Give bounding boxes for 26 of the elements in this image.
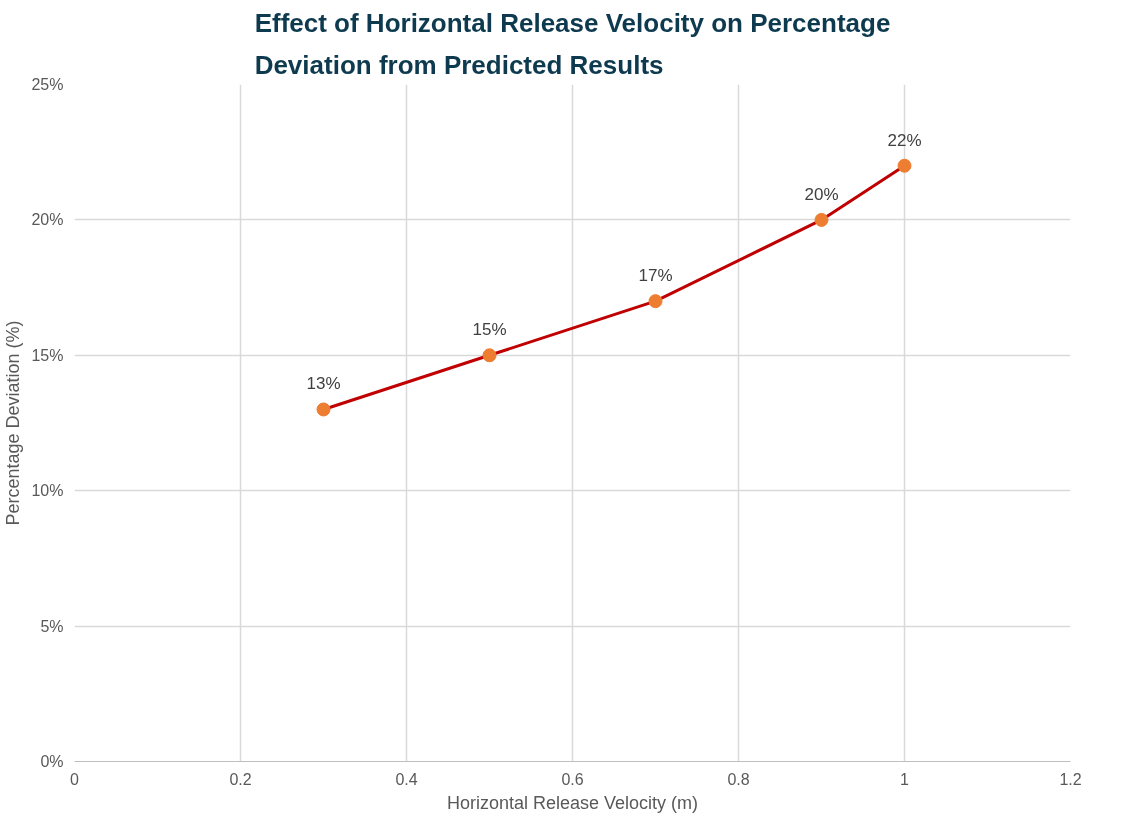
x-tick-label: 0.4: [395, 770, 418, 788]
data-label: 22%: [887, 130, 922, 150]
y-tick-label: 10%: [31, 482, 64, 500]
x-tick-label: 0.8: [727, 770, 750, 788]
point: [648, 294, 663, 309]
data-label: 20%: [804, 184, 839, 204]
y-tick-label: 20%: [31, 211, 64, 229]
data-label: 17%: [638, 266, 673, 286]
y-tick-label: 0%: [40, 753, 64, 770]
x-tick-label: 0.6: [561, 770, 584, 788]
y-axis-title: Percentage Deviation (%): [3, 320, 24, 526]
x-tick-label: 0: [70, 770, 80, 788]
point: [897, 158, 912, 173]
y-tick-label: 5%: [40, 617, 64, 635]
x-tick-label: 1.2: [1059, 770, 1082, 788]
x-axis-title: Horizontal Release Velocity (m): [446, 792, 699, 813]
y-tick-label: 25%: [31, 76, 64, 93]
point: [316, 402, 331, 417]
data-label: 15%: [472, 320, 507, 340]
y-tick-label: 15%: [31, 346, 64, 364]
point: [482, 348, 497, 363]
point: [814, 212, 829, 227]
x-tick-label: 1: [900, 770, 910, 788]
chart-title: Effect of Horizontal Release Velocity on Percentage Deviation from Predicted Results: [254, 7, 891, 80]
data-label: 13%: [306, 374, 341, 394]
x-tick-label: 0.2: [229, 770, 252, 788]
